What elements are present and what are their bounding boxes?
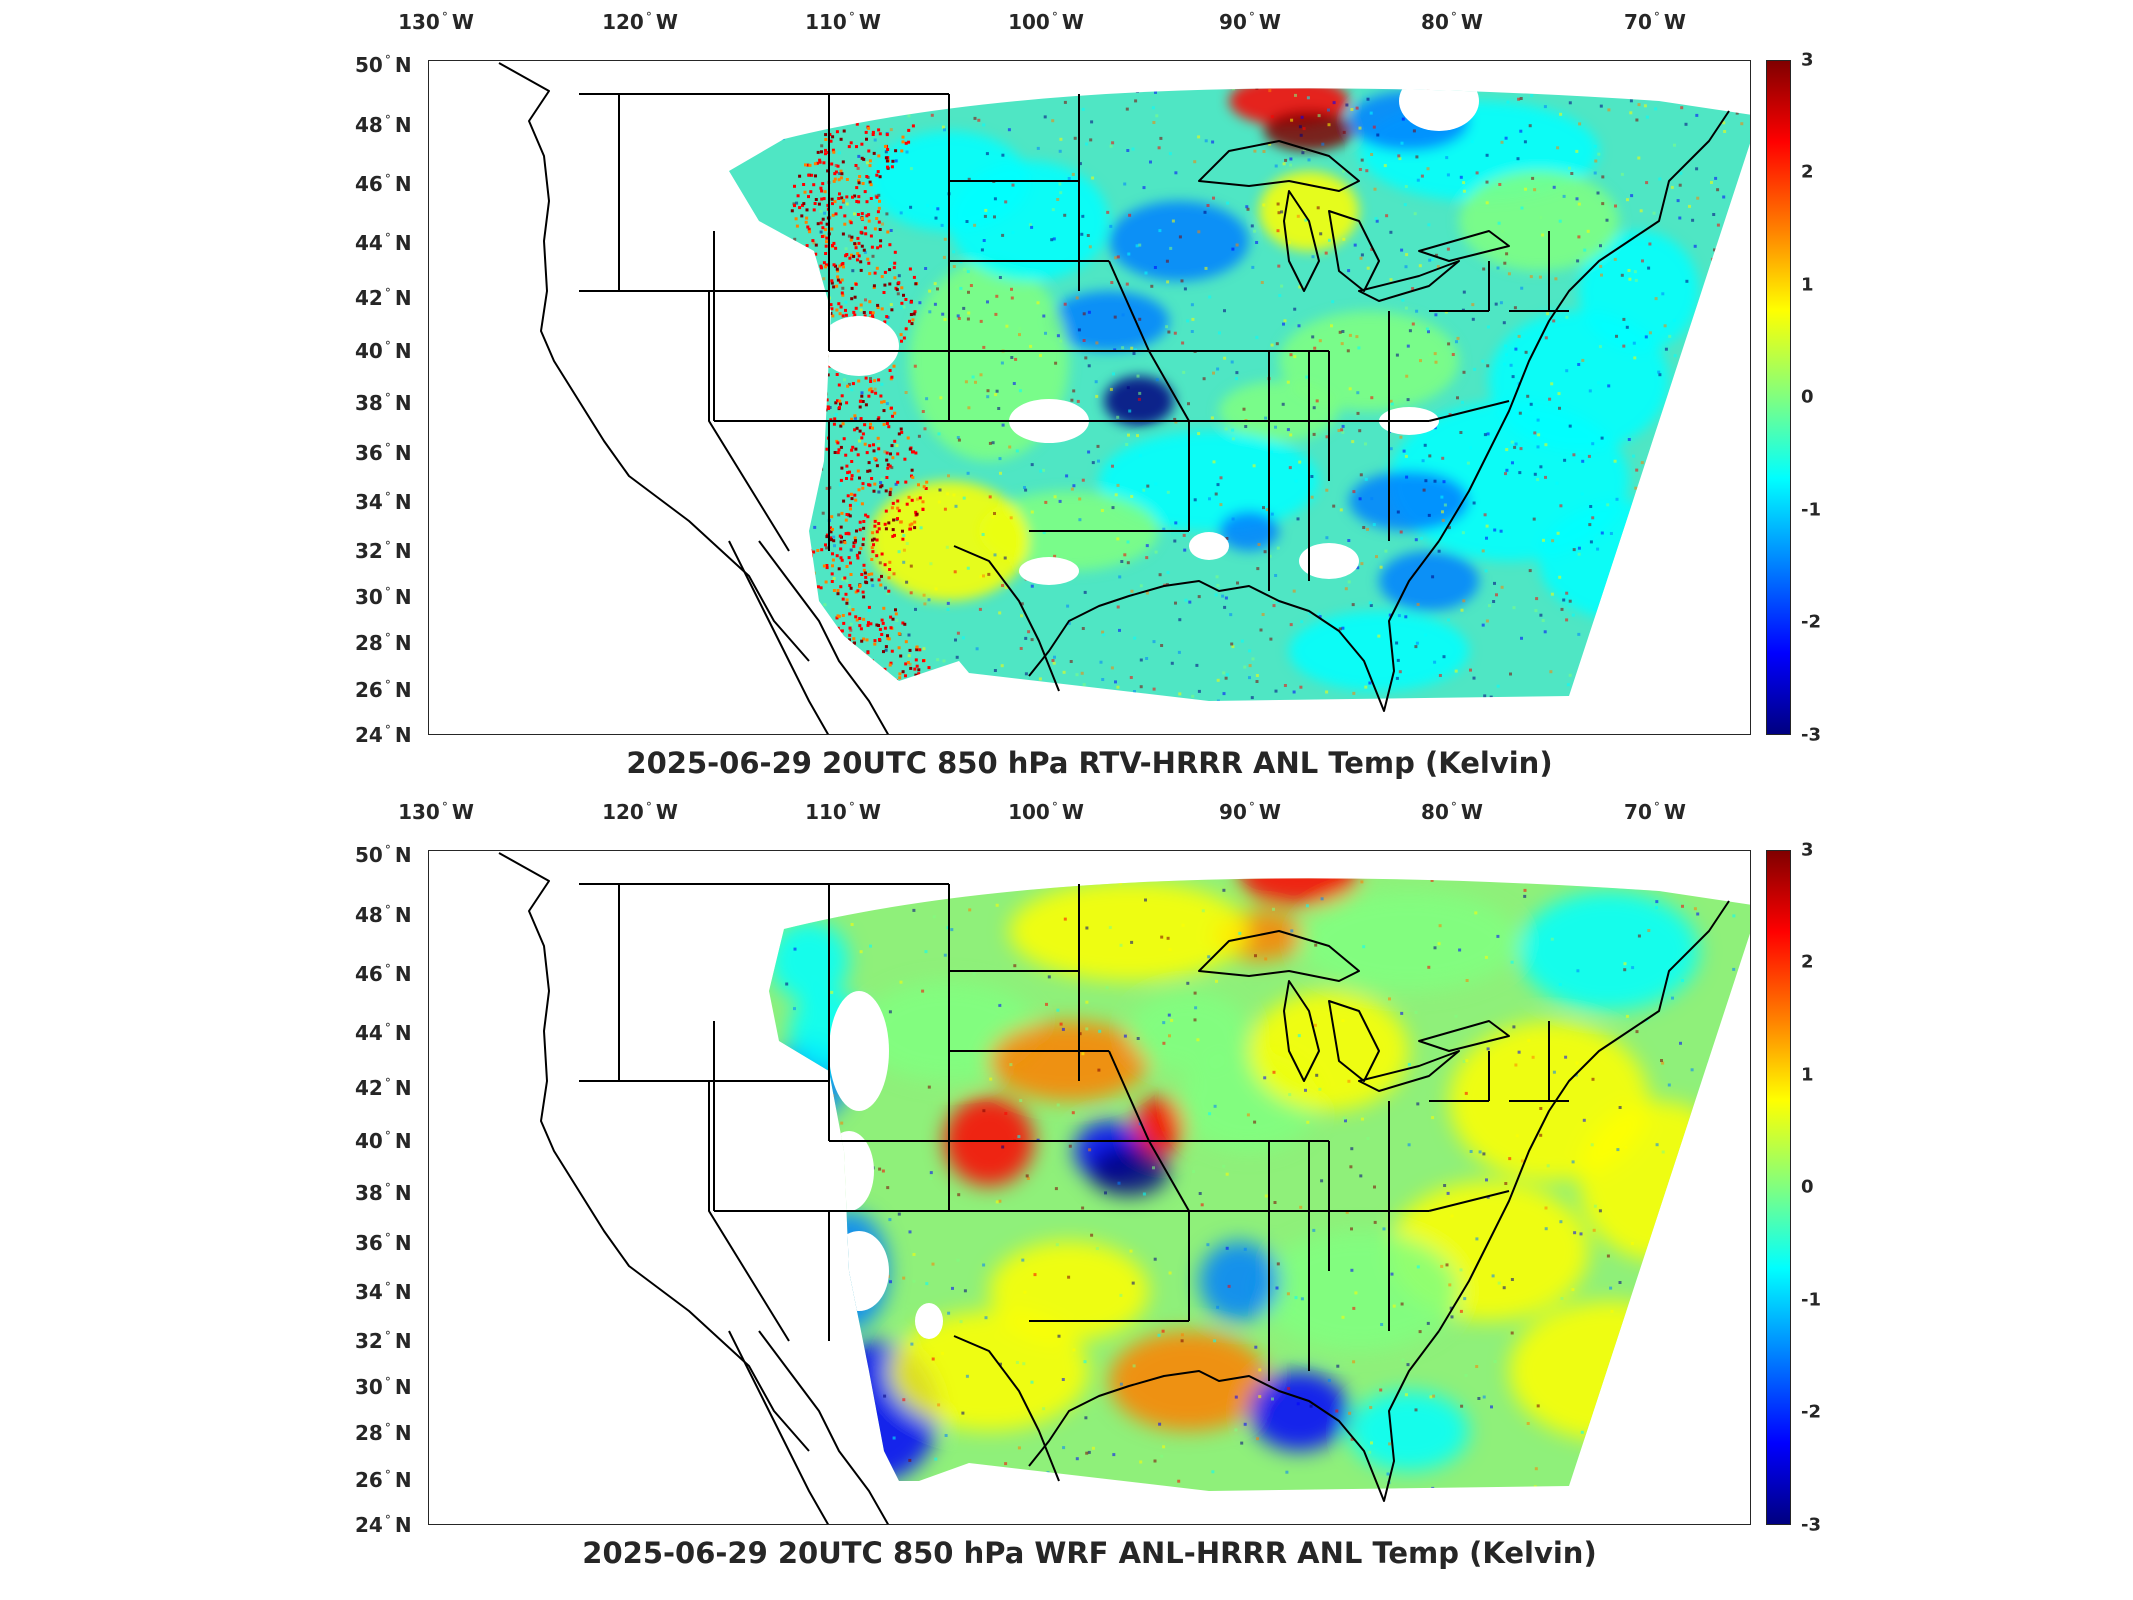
latitude-tick-label: 30 ° N — [355, 585, 412, 609]
boundary-lines — [498, 62, 1730, 734]
latitude-tick-label: 44 ° N — [355, 1021, 412, 1045]
colorbar-tick-label: -1 — [1801, 1289, 1821, 1311]
colorbar-tick-label: 2 — [1801, 161, 1814, 183]
latitude-tick-label: 42 ° N — [355, 1076, 412, 1100]
latitude-tick-label: 24 ° N — [355, 1513, 412, 1537]
temperature-difference-map — [498, 62, 1750, 734]
longitude-tick-label: 130 ° W — [398, 800, 474, 824]
longitude-tick-label: 130 ° W — [398, 10, 474, 34]
colorbar-tick-label: -2 — [1801, 1401, 1821, 1423]
colorbar-tick-label: 3 — [1801, 49, 1814, 71]
longitude-tick-label: 120 ° W — [602, 800, 678, 824]
latitude-tick-label: 34 ° N — [355, 490, 412, 514]
latitude-tick-label: 34 ° N — [355, 1280, 412, 1304]
latitude-tick-label: 28 ° N — [355, 631, 412, 655]
latitude-tick-label: 32 ° N — [355, 539, 412, 563]
bottom-map-panel: 130 ° W 120 ° W 110 ° W 100 ° W 90 ° W 80 ° W 70 ° W 50 ° N 48 °… — [0, 790, 2133, 1590]
colorbar-tick-label: 2 — [1801, 951, 1814, 973]
colorbar — [1766, 850, 1791, 1525]
temperature-field — [769, 878, 1750, 1492]
boundary-lines — [498, 852, 1730, 1524]
temperature-field — [729, 88, 1750, 702]
latitude-tick-label: 50 ° N — [355, 53, 412, 77]
latitude-tick-label: 26 ° N — [355, 1468, 412, 1492]
latitude-tick-label: 44 ° N — [355, 231, 412, 255]
longitude-tick-label: 120 ° W — [602, 10, 678, 34]
colorbar-tick-label: -2 — [1801, 611, 1821, 633]
latitude-tick-label: 32 ° N — [355, 1329, 412, 1353]
top-map-panel: 130 ° W 120 ° W 110 ° W 100 ° W 90 ° W 80 ° W 70 ° W 50 ° N 48 °… — [355, 10, 1821, 780]
latitude-tick-label: 48 ° N — [355, 903, 412, 927]
longitude-tick-label: 90 ° W — [1219, 800, 1281, 824]
longitude-tick-label: 70 ° W — [1624, 800, 1686, 824]
colorbar-tick-label: 1 — [1801, 1064, 1814, 1086]
latitude-tick-label: 28 ° N — [355, 1421, 412, 1445]
colorbar-tick-label: -3 — [1801, 1514, 1821, 1536]
colorbar-tick-label: -3 — [1801, 724, 1821, 746]
latitude-tick-label: 46 ° N — [355, 962, 412, 986]
colorbar-tick-label: 0 — [1801, 1176, 1814, 1198]
latitude-tick-label: 36 ° N — [355, 441, 412, 465]
map-plot-area — [428, 850, 1751, 1525]
longitude-tick-label: 70 ° W — [1624, 10, 1686, 34]
latitude-tick-label: 26 ° N — [355, 678, 412, 702]
latitude-tick-label: 40 ° N — [355, 1129, 412, 1153]
colorbar-tick-label: 1 — [1801, 274, 1814, 296]
latitude-tick-label: 38 ° N — [355, 1181, 412, 1205]
latitude-tick-label: 50 ° N — [355, 843, 412, 867]
longitude-tick-label: 90 ° W — [1219, 10, 1281, 34]
colorbar-tick-label: 3 — [1801, 839, 1814, 861]
colorbar — [1766, 60, 1791, 735]
colorbar-tick-label: -1 — [1801, 499, 1821, 521]
latitude-tick-label: 46 ° N — [355, 172, 412, 196]
longitude-tick-label: 100 ° W — [1008, 800, 1084, 824]
temperature-difference-map — [498, 852, 1750, 1524]
longitude-tick-label: 80 ° W — [1421, 10, 1483, 34]
latitude-tick-label: 42 ° N — [355, 286, 412, 310]
map-title: 2025-06-29 20UTC 850 hPa RTV-HRRR ANL Te… — [626, 746, 1553, 780]
latitude-tick-label: 40 ° N — [355, 339, 412, 363]
map-plot-area — [428, 60, 1751, 735]
latitude-tick-label: 30 ° N — [355, 1375, 412, 1399]
map-title: 2025-06-29 20UTC 850 hPa WRF ANL-HRRR AN… — [582, 1536, 1597, 1570]
longitude-tick-label: 100 ° W — [1008, 10, 1084, 34]
latitude-tick-label: 48 ° N — [355, 113, 412, 137]
colorbar-tick-label: 0 — [1801, 386, 1814, 408]
latitude-tick-label: 38 ° N — [355, 391, 412, 415]
latitude-tick-label: 36 ° N — [355, 1231, 412, 1255]
longitude-tick-label: 80 ° W — [1421, 800, 1483, 824]
longitude-tick-label: 110 ° W — [805, 10, 881, 34]
latitude-tick-label: 24 ° N — [355, 723, 412, 747]
longitude-tick-label: 110 ° W — [805, 800, 881, 824]
